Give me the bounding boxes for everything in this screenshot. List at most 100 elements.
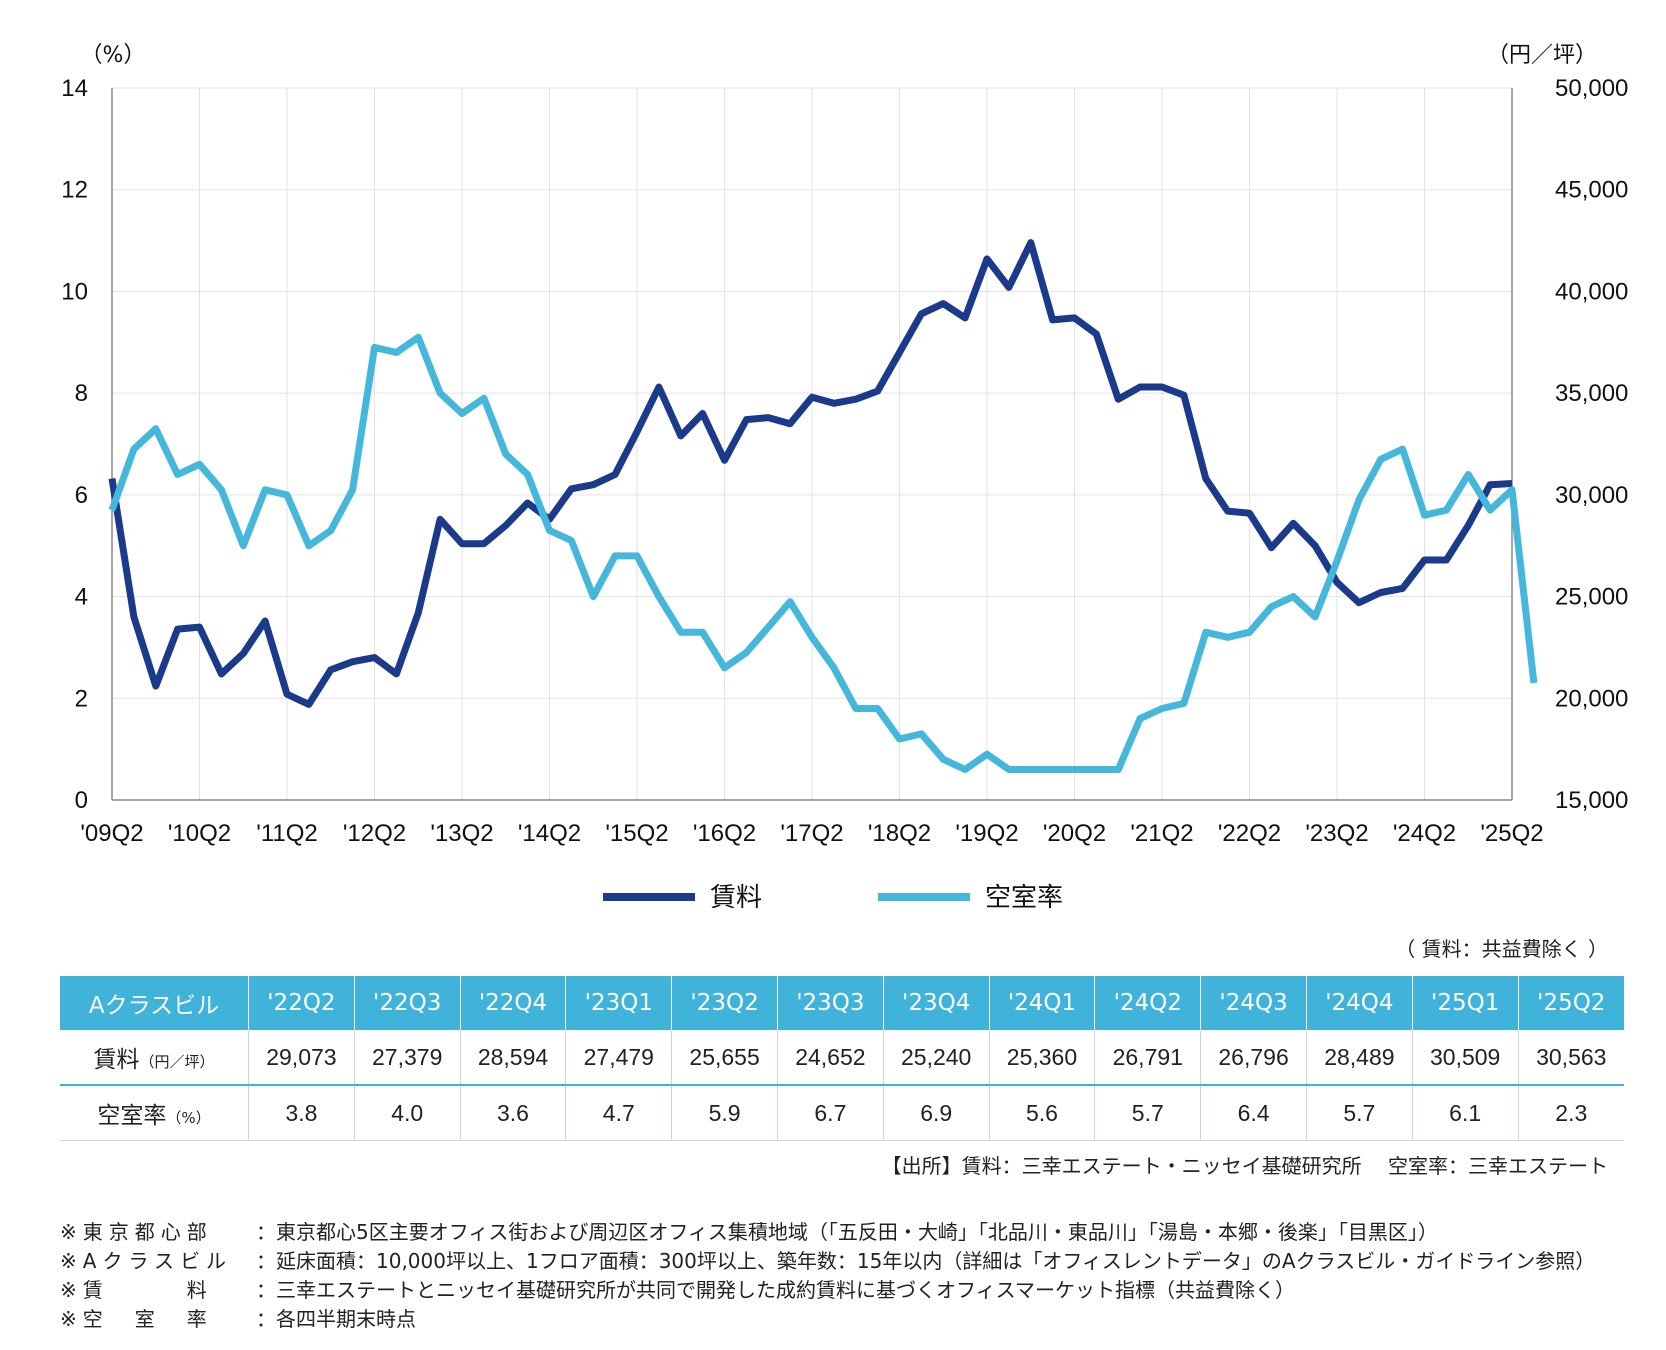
- table-row: 空室率（%） 3.8 4.0 3.6 4.7 5.9 6.7 6.9 5.6 5.7 6.4 5.7 6…: [60, 1085, 1624, 1141]
- series-line-rent: [108, 239, 1513, 708]
- table-row-unit: （%）: [166, 1109, 211, 1127]
- left-tick-label: 4: [75, 584, 88, 611]
- left-axis-unit: （%）: [81, 43, 146, 68]
- footnote-key: ※東京都心部: [60, 1220, 213, 1244]
- table-column-header: '24Q3: [1200, 976, 1307, 1030]
- left-tick-label: 0: [75, 787, 88, 814]
- footnote-key: ※Aクラスビル: [60, 1249, 233, 1273]
- left-tick-label: 6: [75, 482, 88, 509]
- table-cell: 4.7: [565, 1085, 672, 1141]
- table-cell: 4.0: [353, 1085, 461, 1141]
- right-tick-label: 25,000: [1555, 584, 1628, 611]
- x-tick-label: '11Q2: [256, 820, 318, 847]
- table-cell: 6.1: [1411, 1085, 1519, 1141]
- table-cell: 3.8: [248, 1085, 355, 1141]
- footnote-line: ※東京都心部 ：東京都心5区主要オフィス街および周辺区オフィス集積地域（「五反田・…: [60, 1218, 1595, 1247]
- table-cell: 29,073: [248, 1030, 355, 1086]
- x-tick-label: '10Q2: [168, 820, 231, 847]
- table-cell: 26,796: [1200, 1030, 1307, 1086]
- source-note: 【出所】賃料：三幸エステート・ニッセイ基礎研究所 空室率：三幸エステート: [881, 1154, 1608, 1178]
- table-row-unit: （円／坪）: [139, 1053, 215, 1071]
- table-column-header: '23Q3: [776, 976, 884, 1030]
- legend-label-rent: 賃料: [710, 883, 762, 913]
- table-cell: 3.6: [459, 1085, 566, 1141]
- legend: 賃料 空室率: [603, 883, 1063, 913]
- table-cell: 28,594: [459, 1030, 566, 1086]
- table-column-header: '22Q3: [353, 976, 461, 1030]
- x-tick-label: '14Q2: [518, 820, 581, 847]
- table-header-row: Aクラスビル '22Q2'22Q3'22Q4'23Q1'23Q2'23Q3'23…: [60, 976, 1624, 1030]
- left-axis-ticks: 0 2 4 6 8 10 12 14: [61, 75, 88, 814]
- table-note: （ 賃料：共益費除く ）: [1395, 937, 1608, 961]
- x-tick-label: '24Q2: [1393, 820, 1456, 847]
- table-cell: 6.9: [882, 1085, 990, 1141]
- x-tick-label: '22Q2: [1218, 820, 1281, 847]
- footnote-key: ※賃 料: [60, 1278, 213, 1302]
- left-tick-label: 14: [61, 75, 88, 102]
- x-tick-label: '12Q2: [343, 820, 406, 847]
- series-lines: [108, 239, 1538, 773]
- right-tick-label: 35,000: [1555, 380, 1628, 407]
- table-row: 賃料（円／坪） 29,073 27,379 28,594 27,479 25,655 24,…: [60, 1030, 1624, 1086]
- x-tick-label: '16Q2: [693, 820, 756, 847]
- axes: [111, 88, 1513, 801]
- footnote-line: ※Aクラスビル ：延床面積：10,000坪以上、1フロア面積：300坪以上、築年数…: [60, 1247, 1595, 1276]
- x-tick-label: '21Q2: [1130, 820, 1193, 847]
- table-cell: 5.9: [671, 1085, 778, 1141]
- table-column-header: '23Q4: [882, 976, 990, 1030]
- footnote-text: ：東京都心5区主要オフィス街および周辺区オフィス集積地域（「五反田・大崎」「北品…: [256, 1220, 1438, 1244]
- x-tick-label: '17Q2: [780, 820, 843, 847]
- x-tick-label: '09Q2: [80, 820, 143, 847]
- series-line-vacancy: [108, 333, 1538, 773]
- right-tick-label: 30,000: [1555, 482, 1628, 509]
- right-axis-unit: （円／坪）: [1487, 43, 1597, 68]
- table-header-label: Aクラスビル: [60, 976, 249, 1030]
- footnotes: ※東京都心部 ：東京都心5区主要オフィス街および周辺区オフィス集積地域（「五反田・…: [60, 1218, 1595, 1334]
- footnote-text: ：三幸エステートとニッセイ基礎研究所が共同で開発した成約賃料に基づくオフィスマー…: [256, 1278, 1295, 1302]
- legend-label-vacancy: 空室率: [985, 883, 1063, 913]
- left-tick-label: 12: [61, 177, 88, 204]
- table-cell: 30,563: [1517, 1030, 1624, 1086]
- right-axis-ticks: 15,000 20,000 25,000 30,000 35,000 40,000 45,0…: [1555, 75, 1628, 814]
- table-column-header: '22Q4: [459, 976, 566, 1030]
- left-tick-label: 8: [75, 380, 88, 407]
- table-row-label: 空室率（%）: [60, 1085, 249, 1141]
- x-tick-label: '18Q2: [868, 820, 931, 847]
- grid-lines: [111, 87, 1513, 801]
- right-tick-label: 50,000: [1555, 75, 1628, 102]
- table-column-header: '25Q1: [1411, 976, 1519, 1030]
- table-cell: 26,791: [1094, 1030, 1201, 1086]
- x-tick-label: '13Q2: [430, 820, 493, 847]
- footnote-text: ：延床面積：10,000坪以上、1フロア面積：300坪以上、築年数：15年以内（…: [256, 1249, 1596, 1273]
- table-cell: 25,655: [671, 1030, 778, 1086]
- table-column-header: '23Q1: [565, 976, 672, 1030]
- table-cell: 27,479: [565, 1030, 672, 1086]
- table-cell: 5.7: [1094, 1085, 1201, 1141]
- x-tick-label: '20Q2: [1043, 820, 1106, 847]
- table-cell: 5.6: [988, 1085, 1095, 1141]
- table-cell: 5.7: [1305, 1085, 1413, 1141]
- right-tick-label: 20,000: [1555, 685, 1628, 712]
- x-tick-label: '15Q2: [605, 820, 668, 847]
- footnote-line: ※賃 料 ：三幸エステートとニッセイ基礎研究所が共同で開発した成約賃料に基づくオフ…: [60, 1276, 1595, 1305]
- table-cell: 2.3: [1517, 1085, 1624, 1141]
- right-tick-label: 40,000: [1555, 278, 1628, 305]
- table-column-header: '24Q2: [1094, 976, 1201, 1030]
- x-tick-label: '25Q2: [1480, 820, 1543, 847]
- table-column-header: '25Q2: [1517, 976, 1624, 1030]
- table-column-header: '22Q2: [248, 976, 355, 1030]
- table-column-header: '23Q2: [671, 976, 778, 1030]
- footnote-line: ※空 室 率 ：各四半期末時点: [60, 1305, 1595, 1334]
- table-cell: 30,509: [1411, 1030, 1519, 1086]
- table-column-header: '24Q4: [1305, 976, 1413, 1030]
- x-tick-label: '23Q2: [1305, 820, 1368, 847]
- table-cell: 6.7: [776, 1085, 884, 1141]
- data-table: Aクラスビル '22Q2'22Q3'22Q4'23Q1'23Q2'23Q3'23…: [60, 976, 1624, 1141]
- footnote-text: ：各四半期末時点: [256, 1307, 416, 1331]
- right-tick-label: 45,000: [1555, 177, 1628, 204]
- right-tick-label: 15,000: [1555, 787, 1628, 814]
- table-row-label: 賃料（円／坪）: [60, 1030, 249, 1086]
- table-cell: 6.4: [1200, 1085, 1307, 1141]
- footnote-key: ※空 室 率: [60, 1307, 213, 1331]
- line-chart: （%） （円／坪） 0 2 4 6 8 10 12 14 15,000 20,000 25,000…: [61, 43, 1628, 913]
